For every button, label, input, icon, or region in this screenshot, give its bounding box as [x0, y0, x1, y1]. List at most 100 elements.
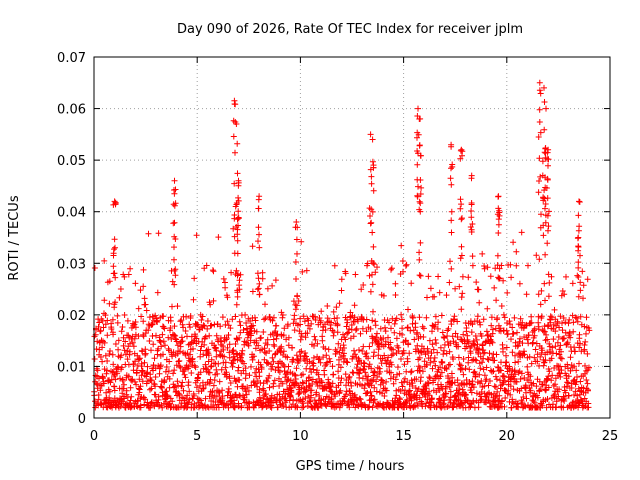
data-point — [368, 173, 375, 180]
data-point — [564, 379, 571, 386]
data-point — [204, 318, 211, 324]
data-point — [244, 334, 251, 341]
data-point — [479, 359, 485, 366]
data-point — [136, 376, 143, 383]
data-point — [203, 365, 209, 372]
data-point — [174, 303, 181, 310]
data-point — [316, 355, 323, 362]
data-point — [536, 79, 543, 86]
data-point — [235, 222, 241, 229]
data-point — [138, 360, 145, 367]
data-point — [388, 361, 395, 368]
data-point — [250, 353, 257, 360]
data-point — [128, 393, 135, 400]
data-point — [435, 319, 442, 326]
data-point — [233, 350, 240, 357]
data-point — [238, 403, 245, 409]
data-point — [438, 312, 445, 319]
data-point — [289, 344, 296, 351]
data-point — [303, 386, 310, 393]
x-tick-label: 15 — [395, 429, 412, 444]
data-point — [369, 229, 376, 236]
data-point — [502, 395, 509, 401]
data-point — [288, 389, 295, 396]
data-point — [199, 313, 206, 320]
data-point — [208, 322, 215, 329]
data-point — [369, 158, 376, 165]
data-point — [573, 367, 580, 374]
data-point — [231, 180, 238, 187]
data-point — [518, 370, 525, 377]
data-point — [492, 393, 499, 400]
data-point — [186, 388, 193, 395]
data-point — [460, 331, 467, 338]
data-point — [384, 357, 391, 364]
data-point — [507, 376, 514, 383]
data-point — [104, 317, 111, 324]
data-point — [488, 322, 495, 329]
data-point — [575, 274, 582, 280]
data-point — [321, 371, 328, 378]
data-point — [132, 331, 139, 338]
data-point — [535, 291, 542, 298]
data-point — [416, 206, 423, 213]
data-point — [546, 279, 553, 286]
data-point — [566, 316, 573, 323]
data-point — [235, 214, 242, 221]
data-point — [537, 129, 544, 136]
data-point — [254, 270, 261, 277]
data-point — [311, 342, 317, 349]
data-point — [577, 378, 584, 385]
data-point — [392, 376, 399, 383]
data-point — [152, 391, 159, 398]
data-point — [243, 320, 250, 326]
data-point — [377, 368, 384, 375]
data-point — [369, 404, 376, 411]
data-point — [214, 370, 221, 377]
data-point — [271, 377, 278, 384]
data-point — [542, 251, 549, 258]
data-point — [310, 366, 317, 373]
data-point — [481, 372, 488, 379]
data-point — [469, 321, 476, 328]
data-point — [558, 355, 565, 362]
data-point — [494, 315, 501, 321]
data-point — [152, 383, 159, 390]
data-point — [398, 356, 404, 362]
data-point — [407, 369, 414, 376]
data-point — [577, 279, 584, 286]
data-point — [170, 384, 177, 391]
data-point — [266, 384, 273, 391]
data-point — [360, 343, 367, 350]
data-point — [189, 362, 196, 369]
data-point — [398, 316, 405, 323]
data-point — [579, 268, 586, 275]
data-point — [363, 328, 370, 335]
data-point — [326, 355, 333, 362]
data-point — [266, 372, 273, 379]
data-point — [341, 350, 347, 357]
data-point — [95, 392, 102, 398]
data-point — [279, 312, 286, 318]
data-point — [546, 368, 553, 375]
data-point — [458, 146, 465, 153]
data-point — [539, 158, 546, 165]
data-point — [159, 331, 166, 338]
data-point — [446, 348, 453, 355]
data-point — [454, 318, 461, 325]
data-point — [351, 391, 358, 398]
data-point — [330, 371, 337, 378]
data-point — [102, 352, 109, 359]
data-point — [487, 367, 494, 374]
data-point — [450, 356, 457, 362]
data-point — [496, 265, 503, 272]
data-point — [238, 354, 244, 361]
data-point — [255, 342, 262, 349]
data-point — [133, 381, 140, 388]
data-point — [418, 184, 425, 191]
data-point — [298, 384, 305, 391]
data-point — [447, 361, 453, 368]
data-point — [345, 375, 352, 381]
data-point — [575, 247, 582, 254]
